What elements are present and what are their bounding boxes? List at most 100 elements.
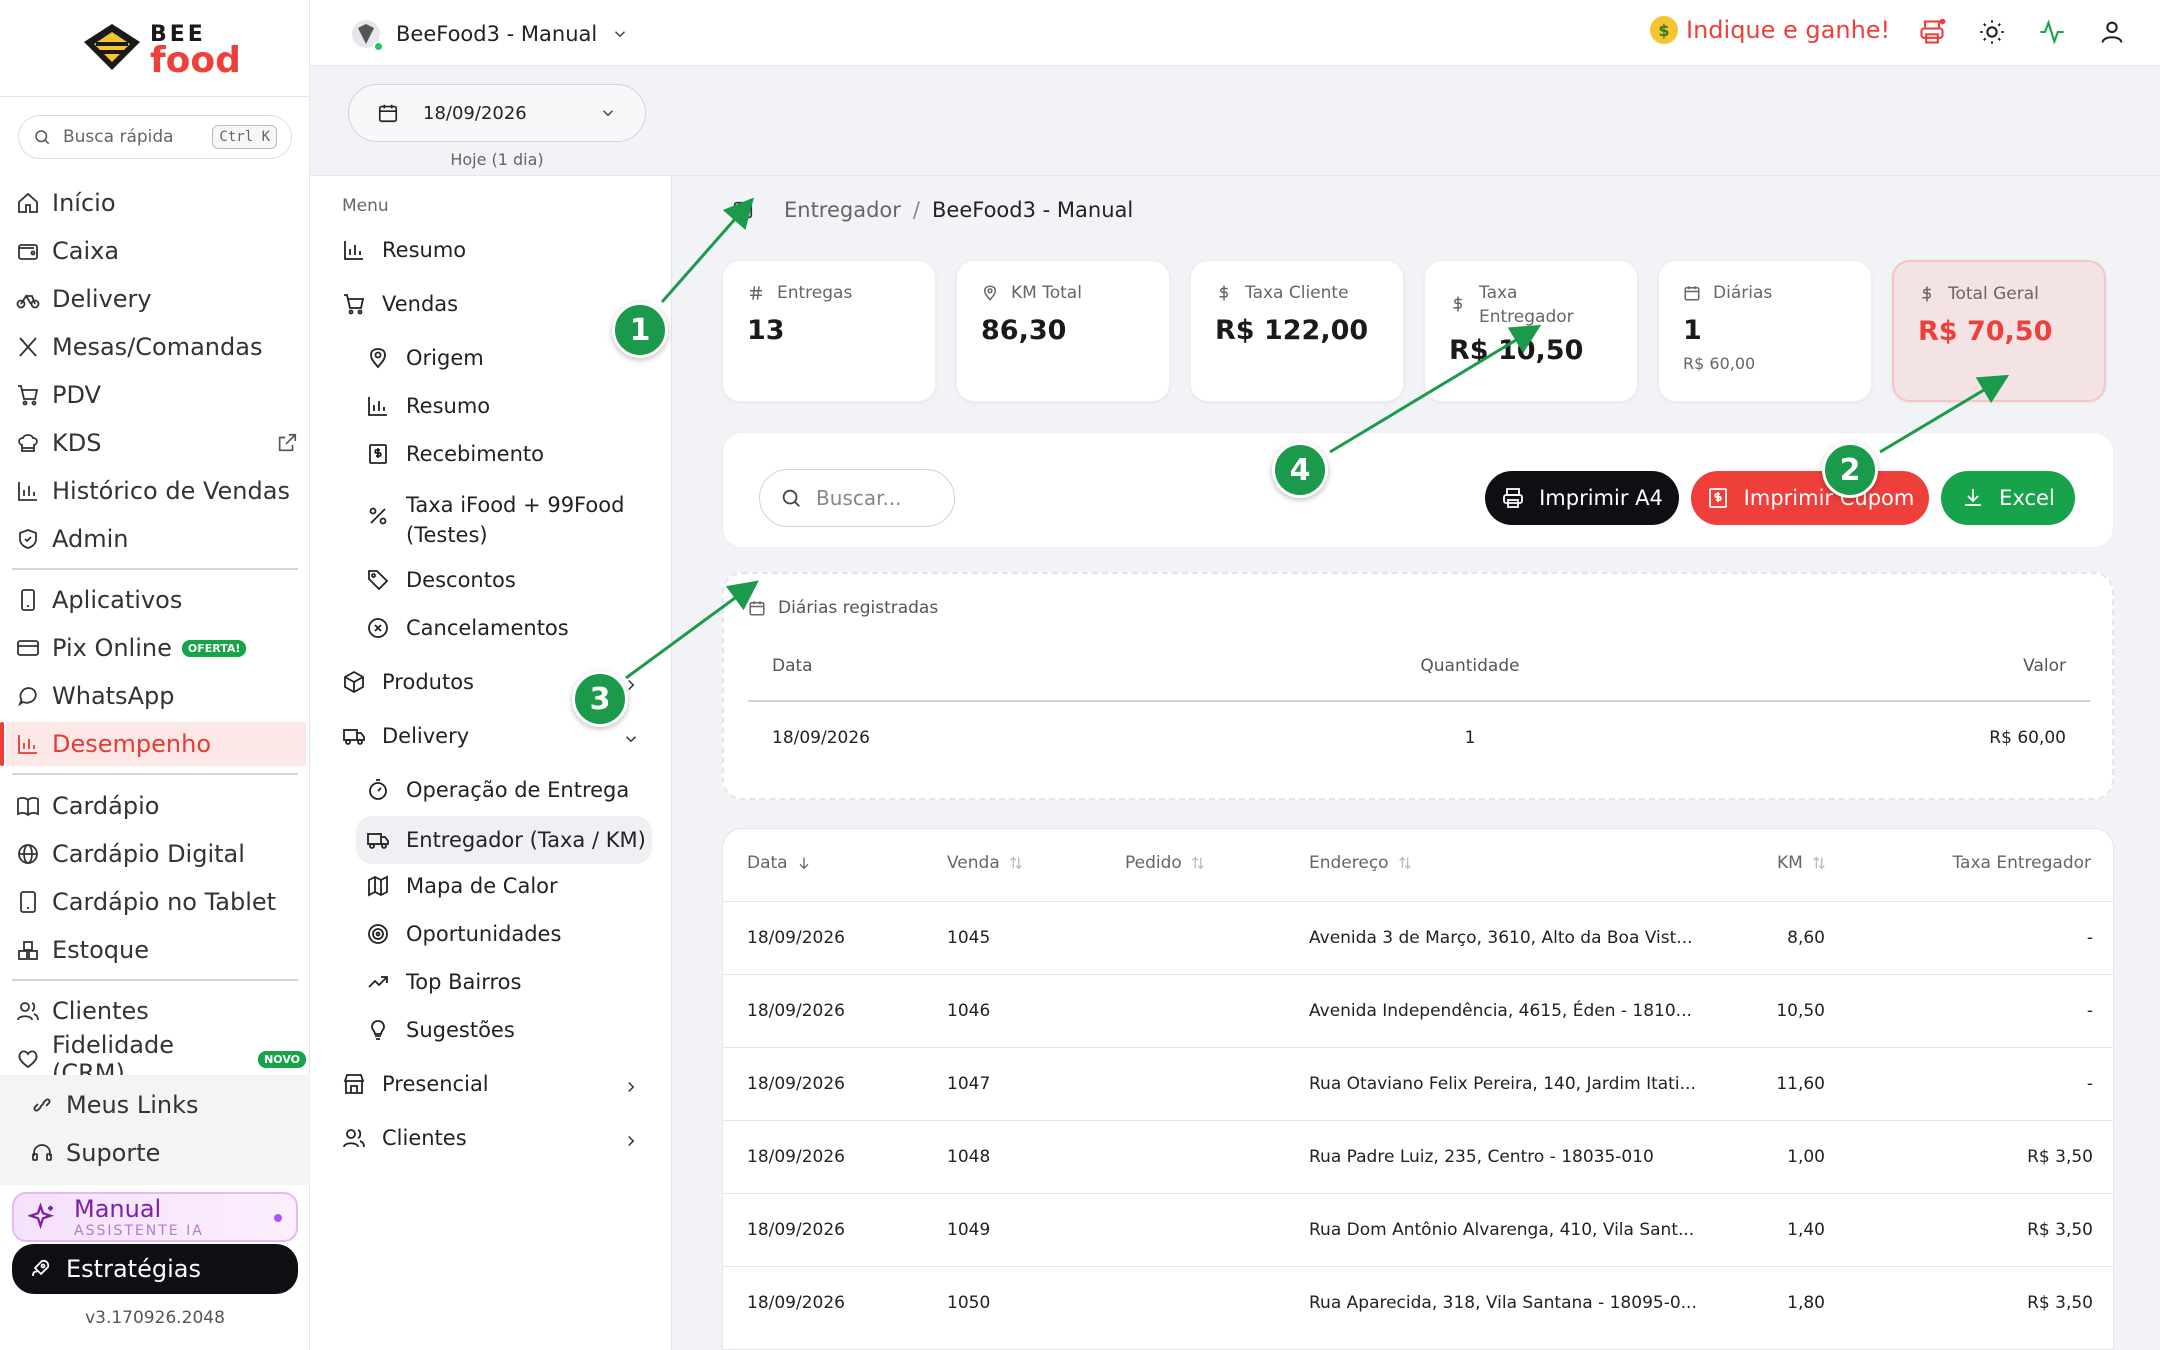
credit-card-icon <box>17 640 39 656</box>
rocket-icon <box>32 1259 50 1277</box>
menu-item-cancelamentos[interactable]: Cancelamentos <box>366 616 569 640</box>
table-row[interactable]: 18/09/2026 1050 Rua Aparecida, 318, Vila… <box>723 1266 2113 1339</box>
column-header-taxa[interactable]: Taxa Entregador <box>1952 853 2091 873</box>
sidebar-item-cardapio-digital[interactable]: Cardápio Digital <box>6 832 306 876</box>
sidebar-item-meus-links[interactable]: Meus Links <box>20 1083 300 1127</box>
sidebar-item-admin[interactable]: Admin <box>6 517 306 561</box>
manual-assistant-button[interactable]: Manual ASSISTENTE IA <box>12 1192 298 1242</box>
menu-item-mapa-calor[interactable]: Mapa de Calor <box>366 874 558 898</box>
column-header-km[interactable]: KM <box>1777 853 1827 873</box>
stat-value: 86,30 <box>981 315 1067 346</box>
toggle-panel-icon[interactable] <box>732 199 754 221</box>
stat-card-diarias: Diárias 1 R$ 60,00 <box>1658 260 1872 402</box>
sidebar-item-delivery[interactable]: Delivery <box>6 277 306 321</box>
menu-item-label: Presencial <box>382 1072 489 1096</box>
sidebar-item-label: WhatsApp <box>52 682 175 710</box>
search-input[interactable] <box>816 486 946 510</box>
divider <box>12 568 298 570</box>
sidebar-item-estoque[interactable]: Estoque <box>6 928 306 972</box>
menu-item-label: Taxa iFood + 99Food <box>406 493 625 517</box>
estrategias-button[interactable]: Estratégias <box>12 1244 298 1294</box>
menu-item-oportunidades[interactable]: Oportunidades <box>366 922 561 946</box>
menu-item-operacao-entrega[interactable]: Operação de Entrega <box>366 778 629 802</box>
menu-item-top-bairros[interactable]: Top Bairros <box>366 970 521 994</box>
sidebar-item-label: Cardápio Digital <box>52 840 245 868</box>
menu-item-label: Mapa de Calor <box>406 874 558 898</box>
store-icon <box>343 1074 365 1094</box>
table-row[interactable]: 18/09/2026 1045 Avenida 3 de Março, 3610… <box>723 901 2113 974</box>
sidebar-item-pix[interactable]: Pix Online OFERTA! <box>6 626 306 670</box>
activity-icon[interactable] <box>2038 18 2066 46</box>
column-header-pedido[interactable]: Pedido <box>1125 853 1206 873</box>
menu-item-produtos[interactable]: Produtos <box>342 670 652 694</box>
menu-item-label: Vendas <box>382 292 459 316</box>
external-link-icon[interactable] <box>276 432 298 454</box>
sidebar-item-whatsapp[interactable]: WhatsApp <box>6 674 306 718</box>
beefood-logo[interactable]: BEE food <box>80 20 241 81</box>
menu-item-entregador[interactable]: Entregador (Taxa / KM) <box>356 816 652 864</box>
column-header-endereco[interactable]: Endereço <box>1309 853 1413 873</box>
store-selector[interactable]: BeeFood3 - Manual <box>350 14 629 54</box>
sidebar-item-cardapio-tablet[interactable]: Cardápio no Tablet <box>6 880 306 924</box>
cart-icon <box>344 294 365 315</box>
sidebar-item-clientes[interactable]: Clientes <box>6 989 306 1033</box>
stat-value: 13 <box>747 315 785 346</box>
truck-icon <box>343 729 365 745</box>
menu-item-presencial[interactable]: Presencial <box>342 1072 652 1096</box>
table-row[interactable]: 18/09/2026 1048 Rua Padre Luiz, 235, Cen… <box>723 1120 2113 1193</box>
print-a4-button[interactable]: Imprimir A4 <box>1485 471 1679 525</box>
dollar-icon <box>1922 286 1931 302</box>
sidebar-item-caixa[interactable]: Caixa <box>6 229 306 273</box>
printer-icon <box>1503 488 1524 508</box>
sidebar-item-label: Caixa <box>52 237 120 265</box>
menu-item-origem[interactable]: Origem <box>366 346 484 370</box>
menu-item-vendas-resumo[interactable]: Resumo <box>366 394 490 418</box>
cell-venda: 1049 <box>947 1220 991 1240</box>
sidebar-item-aplicativos[interactable]: Aplicativos <box>6 578 306 622</box>
search-box[interactable] <box>759 469 955 527</box>
menu-item-clientes[interactable]: Clientes <box>342 1126 652 1150</box>
sun-icon[interactable] <box>1978 18 2006 46</box>
receipt-icon <box>1708 488 1727 508</box>
sidebar-item-desempenho[interactable]: Desempenho <box>0 722 306 766</box>
sidebar-item-inicio[interactable]: Início <box>6 181 306 225</box>
menu-item-delivery[interactable]: Delivery <box>342 724 652 748</box>
table-row[interactable]: 18/09/2026 1049 Rua Dom Antônio Alvareng… <box>723 1193 2113 1266</box>
money-face-icon: $ <box>1650 16 1678 44</box>
menu-item-label: Recebimento <box>406 442 544 466</box>
cell-data: 18/09/2026 <box>747 1074 845 1094</box>
menu-item-vendas[interactable]: Vendas <box>342 292 652 316</box>
table-row[interactable]: 18/09/2026 1046 Avenida Independência, 4… <box>723 974 2113 1047</box>
sidebar-item-pdv[interactable]: PDV <box>6 373 306 417</box>
menu-item-taxa-ifood[interactable]: Taxa iFood + 99Food (Testes) <box>366 490 624 550</box>
dollar-icon <box>1453 296 1462 312</box>
download-icon <box>1965 489 1982 506</box>
column-header-data[interactable]: Data <box>747 853 812 873</box>
menu-item-sugestoes[interactable]: Sugestões <box>366 1018 515 1042</box>
sidebar-item-suporte[interactable]: Suporte <box>20 1131 300 1175</box>
print-coupon-button[interactable]: Imprimir Cupom <box>1691 471 1929 525</box>
sidebar-item-kds[interactable]: KDS <box>6 421 306 465</box>
stat-value: R$ 122,00 <box>1215 315 1369 346</box>
refer-link[interactable]: $ Indique e ganhe! <box>1650 16 1890 44</box>
date-range-picker[interactable]: 18/09/2026 <box>348 84 646 142</box>
printer-icon[interactable] <box>1918 18 1946 46</box>
breadcrumb-parent[interactable]: Entregador <box>784 198 901 222</box>
menu-item-recebimento[interactable]: Recebimento <box>366 442 544 466</box>
divider <box>12 773 298 775</box>
user-icon[interactable] <box>2098 18 2126 46</box>
percent-icon <box>369 507 387 525</box>
column-header-venda[interactable]: Venda <box>947 853 1024 873</box>
table-row[interactable]: 18/09/2026 1047 Rua Otaviano Felix Perei… <box>723 1047 2113 1120</box>
bar-chart-icon <box>18 482 37 501</box>
menu-item-descontos[interactable]: Descontos <box>366 568 516 592</box>
export-excel-button[interactable]: Excel <box>1941 471 2075 525</box>
sidebar-item-mesas[interactable]: Mesas/Comandas <box>6 325 306 369</box>
sidebar-item-historico[interactable]: Histórico de Vendas <box>6 469 306 513</box>
quick-search[interactable]: Busca rápida Ctrl K <box>18 115 292 159</box>
sidebar-item-cardapio[interactable]: Cardápio <box>6 784 306 828</box>
link-icon <box>33 1098 51 1112</box>
menu-item-resumo[interactable]: Resumo <box>342 238 466 262</box>
store-name: BeeFood3 - Manual <box>396 22 598 46</box>
offer-badge: OFERTA! <box>181 639 247 657</box>
